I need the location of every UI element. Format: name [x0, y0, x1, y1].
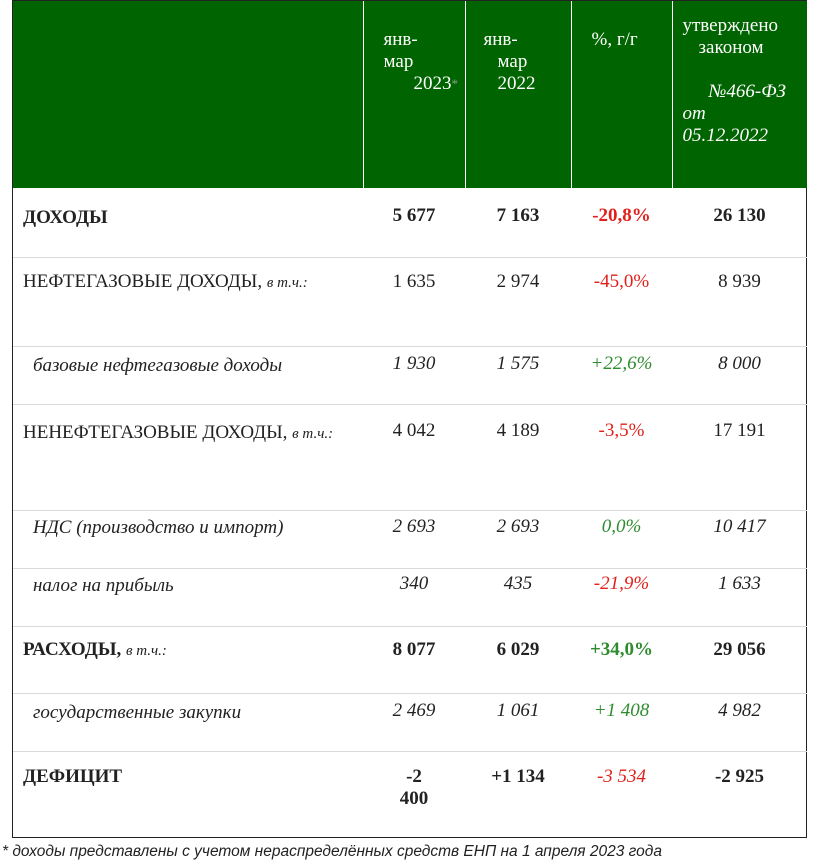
cell-pct: -3 534 — [571, 750, 672, 837]
header-law-line2: законом — [698, 37, 764, 58]
cell-2023: 8 077 — [363, 625, 465, 693]
header-jan-mar-2022: янв- мар 2022 — [464, 1, 571, 188]
cell-2023: 2 693 — [363, 509, 465, 568]
header-2022-line3: 2022 — [497, 73, 536, 94]
row-label-income: ДОХОДЫ — [23, 207, 108, 228]
cell-law: 1 633 — [672, 567, 807, 626]
cell-law: 10 417 — [672, 509, 807, 568]
header-pct-label: %, г/г — [591, 29, 638, 50]
cell-2022: 2 974 — [465, 256, 571, 346]
cell-law: -2 925 — [672, 750, 807, 837]
row-label-suffix: в т.ч.: — [292, 425, 334, 442]
header-2022-line1: янв- — [483, 29, 518, 50]
cell-2022: 2 693 — [465, 509, 571, 568]
header-label-cell — [13, 1, 363, 188]
cell-2022: 1 575 — [465, 345, 571, 404]
row-label-deficit: ДЕФИЦИТ — [13, 750, 363, 837]
footnote: * доходы представлены с учетом нераспред… — [2, 843, 662, 860]
row-label-text: НЕФТЕГАЗОВЫЕ ДОХОДЫ, — [23, 270, 263, 292]
budget-table: янв- мар 2023* янв- мар 2022 %, г/г — [13, 1, 807, 837]
row-label-oil-gas: НЕФТЕГАЗОВЫЕ ДОХОДЫ, в т.ч.: — [13, 256, 363, 346]
cell-law: 29 056 — [672, 625, 807, 693]
cell-pct: -20,8% — [592, 205, 651, 226]
table-row: базовые нефтегазовые доходы 1 930 1 575 … — [13, 345, 807, 404]
cell-2022: 4 189 — [465, 403, 571, 510]
cell-2022: +1 134 — [465, 750, 571, 837]
table-row: НЕФТЕГАЗОВЫЕ ДОХОДЫ, в т.ч.: 1 635 2 974… — [13, 256, 807, 346]
table-row: ДЕФИЦИТ -2 400 +1 134 -3 534 -2 925 — [13, 750, 807, 837]
row-label-profit-tax: налог на прибыль — [13, 567, 363, 626]
header-2023-line2: мар — [383, 51, 414, 72]
budget-table-frame: янв- мар 2023* янв- мар 2022 %, г/г — [12, 0, 807, 838]
table-row: РАСХОДЫ, в т.ч.: 8 077 6 029 +34,0% 29 0… — [13, 625, 807, 693]
cell-pct: -45,0% — [571, 256, 672, 346]
cell-pct: +1 408 — [571, 692, 672, 751]
header-law-line1: утверждено — [682, 15, 779, 36]
cell-pct: -3,5% — [571, 403, 672, 510]
cell-2023: 2 469 — [363, 692, 465, 751]
cell-pct: 0,0% — [571, 509, 672, 568]
cell-2023-line2: 400 — [399, 787, 429, 809]
cell-2023: 340 — [363, 567, 465, 626]
row-label-base-oil-gas: базовые нефтегазовые доходы — [13, 345, 363, 404]
cell-2023: 1 930 — [363, 345, 465, 404]
header-jan-mar-2023: янв- мар 2023* — [362, 1, 465, 188]
cell-2023: 5 677 — [392, 205, 436, 226]
cell-2022: 435 — [465, 567, 571, 626]
cell-law: 8 939 — [672, 256, 807, 346]
row-label-vat: НДС (производство и импорт) — [13, 509, 363, 568]
header-pct-yoy: %, г/г — [570, 1, 672, 188]
cell-law: 4 982 — [672, 692, 807, 751]
row-label-procurement: государственные закупки — [13, 692, 363, 751]
cell-2022: 6 029 — [465, 625, 571, 693]
row-label-non-oil-gas: НЕНЕФТЕГАЗОВЫЕ ДОХОДЫ, в т.ч.: — [13, 403, 363, 510]
table-row: налог на прибыль 340 435 -21,9% 1 633 — [13, 567, 807, 626]
table-row: НДС (производство и импорт) 2 693 2 693 … — [13, 509, 807, 568]
table-row: НЕНЕФТЕГАЗОВЫЕ ДОХОДЫ, в т.ч.: 4 042 4 1… — [13, 403, 807, 510]
cell-law: 17 191 — [672, 403, 807, 510]
header-2022-line2: мар — [497, 51, 528, 72]
header-law-line5: 05.12.2022 — [682, 125, 769, 146]
header-2023-year: 2023 — [413, 73, 452, 94]
cell-2022: 7 163 — [496, 205, 540, 226]
header-law-line3: №466-ФЗ — [708, 81, 786, 102]
header-approved-by-law: утверждено законом №466-ФЗ от 05.12.2022 — [671, 1, 807, 188]
table-header-row: янв- мар 2023* янв- мар 2022 %, г/г — [13, 1, 807, 188]
cell-2023-line1: -2 — [406, 765, 422, 787]
header-2023-asterisk: * — [451, 76, 459, 91]
header-2023-line1: янв- — [383, 29, 418, 50]
cell-law: 26 130 — [713, 205, 766, 226]
cell-2023: -2 400 — [363, 750, 465, 837]
row-label-suffix: в т.ч.: — [266, 274, 308, 291]
row-label-expenses: РАСХОДЫ, в т.ч.: — [13, 625, 363, 693]
cell-law: 8 000 — [672, 345, 807, 404]
row-label-text: НЕНЕФТЕГАЗОВЫЕ ДОХОДЫ, — [23, 421, 288, 443]
cell-2022: 1 061 — [465, 692, 571, 751]
table-row: ДОХОДЫ 5 677 7 163 -20,8% 26 130 — [13, 188, 807, 257]
header-2023-line3: 2023* — [384, 73, 465, 95]
row-label-suffix: в т.ч.: — [126, 642, 167, 659]
cell-pct: +34,0% — [571, 625, 672, 693]
header-law-line4: от — [682, 103, 706, 124]
cell-pct: -21,9% — [571, 567, 672, 626]
table-row: государственные закупки 2 469 1 061 +1 4… — [13, 692, 807, 751]
cell-2023: 1 635 — [363, 256, 465, 346]
cell-2023: 4 042 — [363, 403, 465, 510]
cell-pct: +22,6% — [571, 345, 672, 404]
row-label-text: РАСХОДЫ, — [23, 638, 122, 660]
